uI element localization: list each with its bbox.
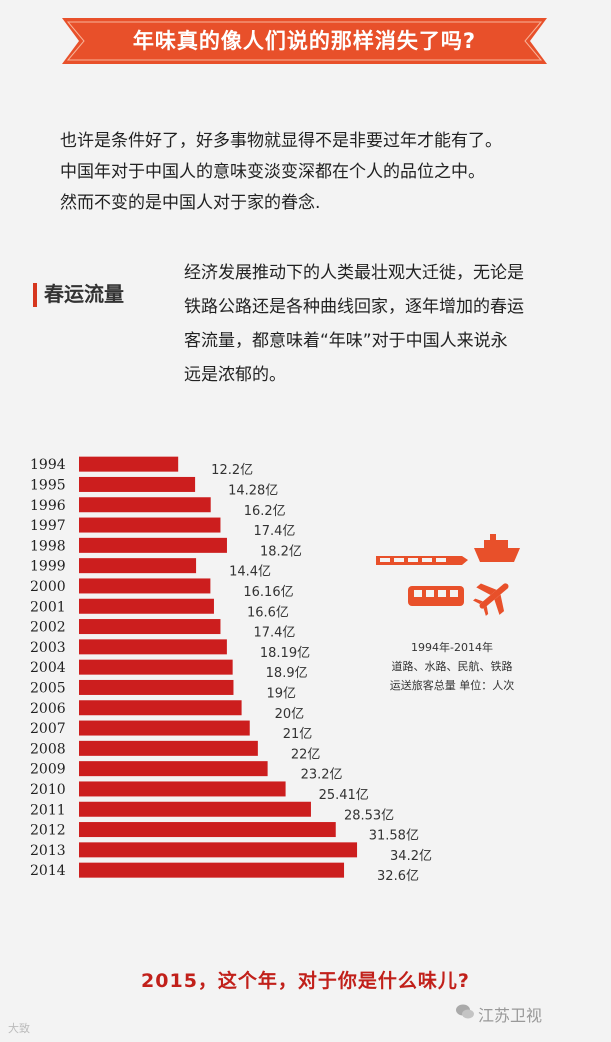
desc-line: 客流量，都意味着“年味”对于中国人来说永: [184, 331, 508, 351]
legend-years: 1994年-2014年: [411, 641, 493, 654]
value-label: 17.4亿: [253, 524, 295, 539]
year-tick-label: 1994: [30, 457, 66, 473]
year-tick-label: 2005: [30, 680, 66, 696]
passenger-bar-chart: 1994 12.2亿 1995 14.28亿 1996 16.2亿 1997 17.4亿 199…: [30, 456, 432, 884]
desc-line: 远是浓郁的。: [184, 365, 286, 385]
bar-1995: [79, 476, 196, 492]
bar-2009: [79, 761, 268, 777]
bus-icon: [408, 586, 464, 606]
section-title: 春运流量: [44, 282, 124, 306]
bar-1998: [79, 537, 227, 553]
bar-2003: [79, 639, 227, 655]
value-label: 22亿: [291, 747, 321, 762]
section-marker: [33, 283, 37, 307]
bar-2006: [79, 700, 242, 716]
value-label: 20亿: [275, 707, 305, 722]
value-label: 32.6亿: [377, 869, 419, 884]
intro-line: 中国年对于中国人的意味变淡变深都在个人的品位之中。: [60, 162, 485, 182]
value-label: 18.19亿: [260, 646, 310, 661]
value-label: 31.58亿: [369, 829, 419, 844]
brand-name: 江苏卫视: [478, 1006, 543, 1025]
ship-icon: [474, 534, 520, 562]
value-label: 34.2亿: [390, 849, 432, 864]
banner-title: 年味真的像人们说的那样消失了吗?: [132, 29, 477, 53]
year-tick-label: 2013: [30, 843, 66, 859]
year-tick-label: 1998: [30, 538, 66, 554]
value-label: 18.9亿: [266, 666, 308, 681]
legend-modes: 道路、水路、民航、铁路: [391, 660, 513, 673]
intro-paragraph: 也许是条件好了，好多事物就显得不是非要过年才能有了。 中国年对于中国人的意味变淡…: [60, 126, 580, 219]
value-label: 21亿: [283, 727, 313, 742]
bar-2010: [79, 781, 286, 797]
value-label: 18.2亿: [260, 544, 302, 559]
bar-2004: [79, 659, 233, 675]
bar-2002: [79, 619, 221, 635]
legend-unit: 运送旅客总量 单位：人次: [389, 679, 515, 692]
value-label: 23.2亿: [301, 768, 343, 783]
train-icon: [376, 556, 468, 565]
transport-icons: [376, 534, 520, 616]
bar-2008: [79, 740, 258, 756]
year-tick-label: 2007: [30, 721, 66, 737]
value-label: 12.2亿: [211, 463, 253, 478]
value-label: 28.53亿: [344, 808, 394, 823]
year-tick-label: 2003: [30, 640, 66, 656]
title-banner: [62, 18, 547, 64]
bar-1997: [79, 517, 221, 533]
value-label: 17.4亿: [253, 626, 295, 641]
bar-1996: [79, 497, 211, 513]
desc-line: 铁路公路还是各种曲线回家，逐年增加的春运: [184, 297, 524, 317]
bar-2012: [79, 822, 336, 838]
year-tick-label: 2002: [30, 620, 66, 636]
bar-2014: [79, 862, 345, 878]
watermark-text: 大致: [8, 1022, 30, 1035]
year-tick-label: 1996: [30, 498, 66, 514]
bar-1994: [79, 456, 179, 472]
year-tick-label: 2000: [30, 579, 66, 595]
year-tick-label: 2010: [30, 782, 66, 798]
year-tick-label: 2012: [30, 823, 66, 839]
chart-legend: 1994年-2014年 道路、水路、民航、铁路 运送旅客总量 单位：人次: [372, 638, 532, 695]
bar-2011: [79, 801, 311, 817]
bar-1999: [79, 558, 197, 574]
year-tick-label: 1997: [30, 518, 66, 534]
bar-2001: [79, 598, 214, 614]
year-tick-label: 2001: [30, 599, 66, 615]
intro-line: 然而不变的是中国人对于家的眷念.: [60, 193, 321, 213]
bar-2000: [79, 578, 211, 594]
year-tick-label: 1999: [30, 559, 66, 575]
bar-2007: [79, 720, 250, 736]
value-label: 16.2亿: [244, 504, 286, 519]
year-tick-label: 2004: [30, 660, 66, 676]
footer-question: 2015，这个年，对于你是什么味儿?: [141, 970, 470, 992]
year-tick-label: 2014: [30, 863, 66, 879]
value-label: 16.6亿: [247, 605, 289, 620]
wechat-icon: [456, 1004, 474, 1019]
section-description: 经济发展推动下的人类最壮观大迁徙，无论是 铁路公路还是各种曲线回家，逐年增加的春…: [184, 256, 589, 392]
year-tick-label: 1995: [30, 477, 66, 493]
bar-2005: [79, 679, 234, 695]
year-tick-label: 2009: [30, 762, 66, 778]
intro-line: 也许是条件好了，好多事物就显得不是非要过年才能有了。: [60, 131, 502, 151]
value-label: 16.16亿: [243, 585, 293, 600]
value-label: 19亿: [266, 686, 296, 701]
bar-2013: [79, 842, 358, 858]
plane-icon: [473, 583, 509, 616]
value-label: 14.4亿: [229, 565, 271, 580]
value-label: 14.28亿: [228, 483, 278, 498]
year-tick-label: 2011: [30, 802, 66, 818]
year-tick-label: 2008: [30, 741, 66, 757]
desc-line: 经济发展推动下的人类最壮观大迁徙，无论是: [184, 263, 524, 283]
value-label: 25.41亿: [319, 788, 369, 803]
year-tick-label: 2006: [30, 701, 66, 717]
